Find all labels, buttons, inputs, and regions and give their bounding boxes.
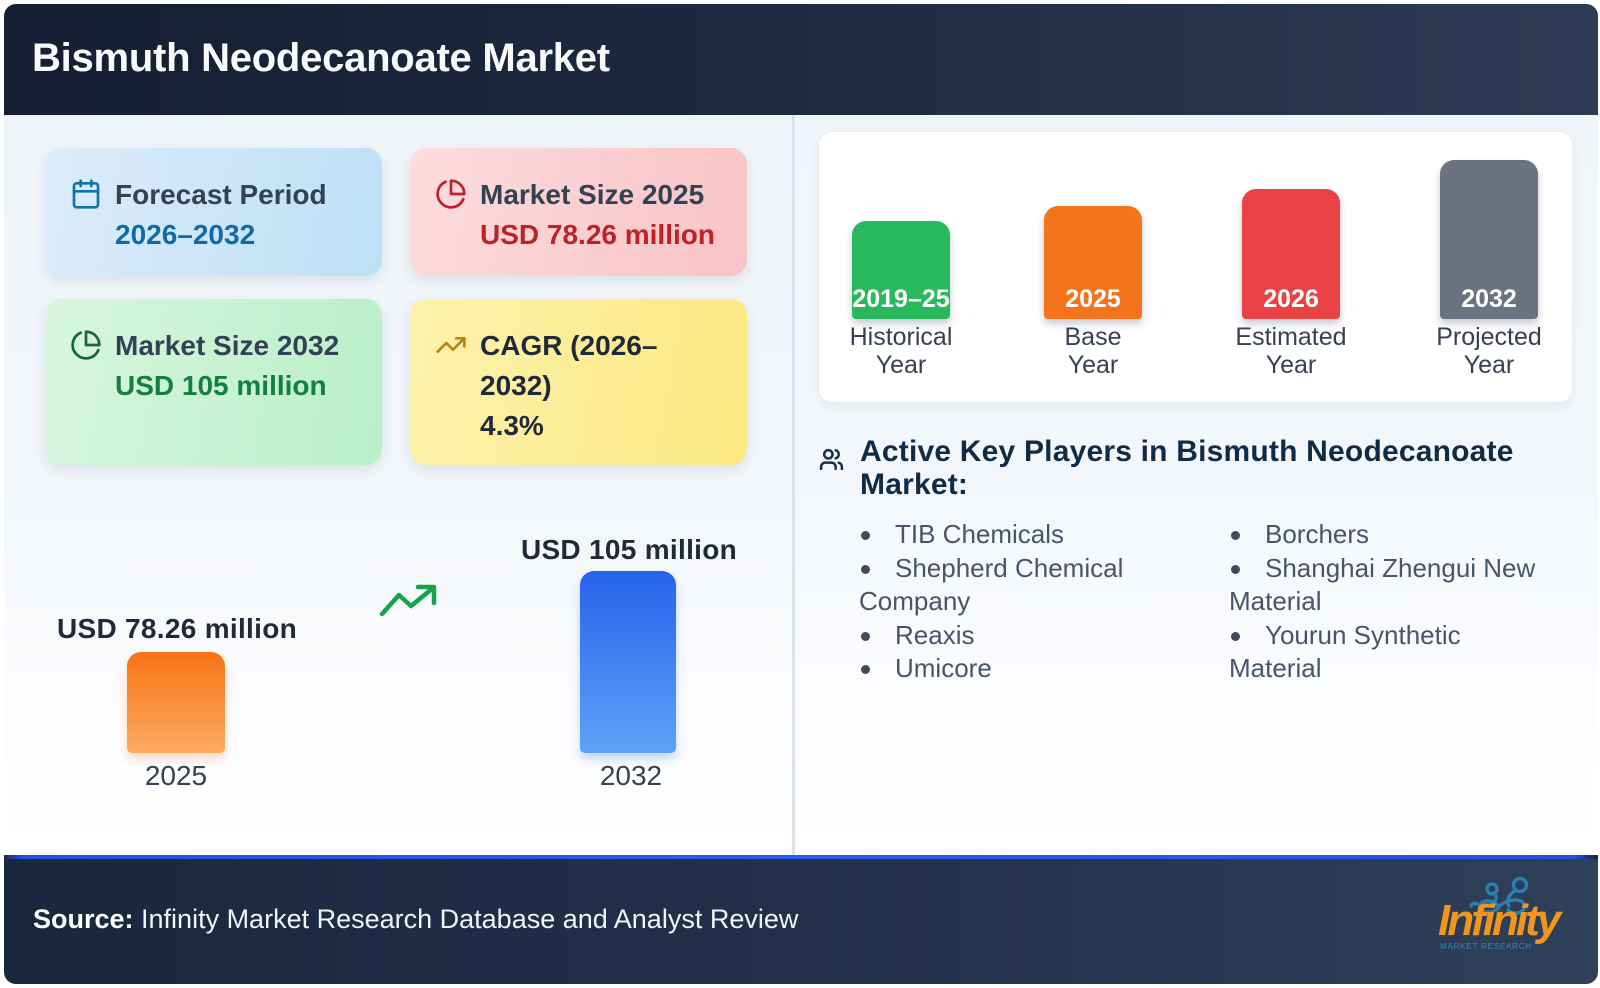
svg-text:MARKET RESEARCH: MARKET RESEARCH [1440,942,1532,951]
svg-text:Infinity: Infinity [1438,896,1564,945]
